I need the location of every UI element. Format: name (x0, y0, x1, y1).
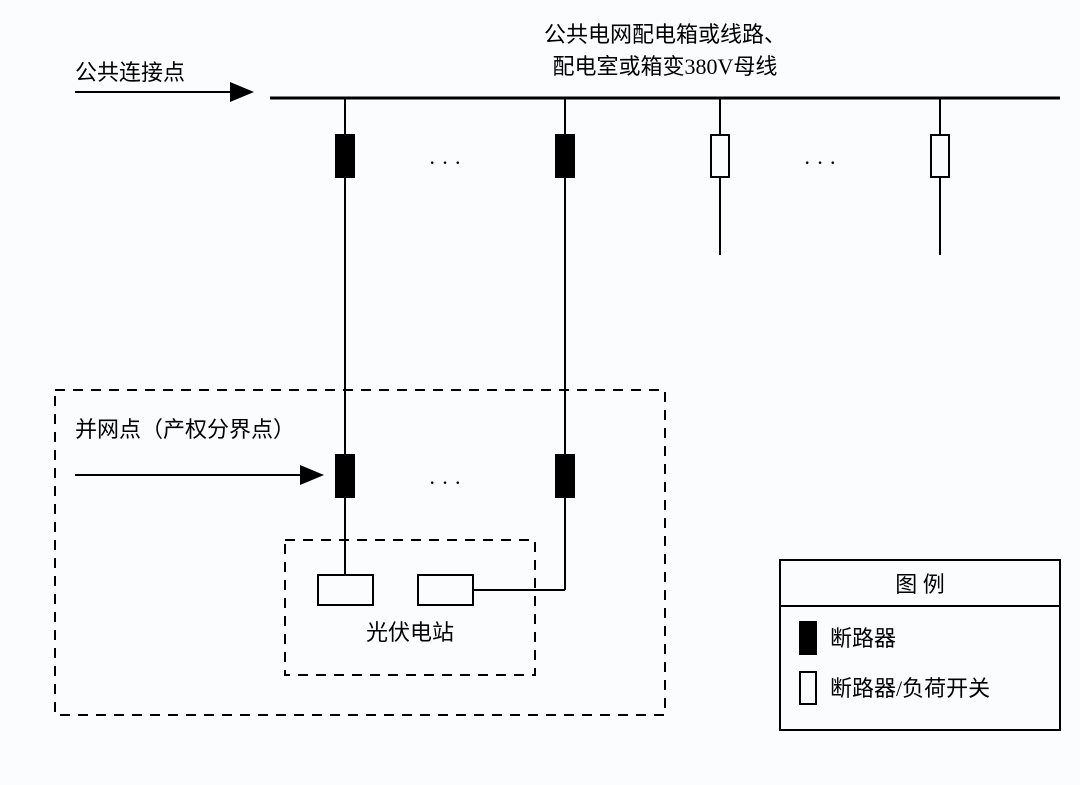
pv-station-box (285, 540, 535, 675)
legend-breaker-icon (800, 622, 816, 654)
grid-point-label: 并网点（产权分界点） (75, 417, 295, 442)
breaker-icon (556, 135, 574, 177)
arrow-head (300, 465, 324, 485)
switch-icon (711, 135, 729, 177)
pv-station-label: 光伏电站 (366, 620, 454, 645)
pv-unit (318, 575, 373, 605)
busbar-title-1: 公共电网配电箱或线路、 (544, 22, 786, 47)
arrow-head (230, 82, 254, 102)
legend-switch-label: 断路器/负荷开关 (830, 676, 990, 701)
pv-unit (418, 575, 473, 605)
legend-title: 图 例 (895, 572, 945, 597)
breaker-icon (556, 455, 574, 497)
connection-point-label: 公共连接点 (75, 60, 185, 85)
ellipsis: · · · (804, 150, 837, 175)
legend-switch-icon (800, 672, 816, 704)
ellipsis: · · · (429, 150, 462, 175)
busbar-title-2: 配电室或箱变380V母线 (553, 54, 778, 79)
legend-breaker-label: 断路器 (830, 626, 896, 651)
breaker-icon (336, 135, 354, 177)
breaker-icon (336, 455, 354, 497)
ellipsis: · · · (429, 470, 462, 495)
diagram-root: 公共电网配电箱或线路、配电室或箱变380V母线 公共连接点 · · · · · · 并网… (0, 0, 1080, 785)
switch-icon (931, 135, 949, 177)
